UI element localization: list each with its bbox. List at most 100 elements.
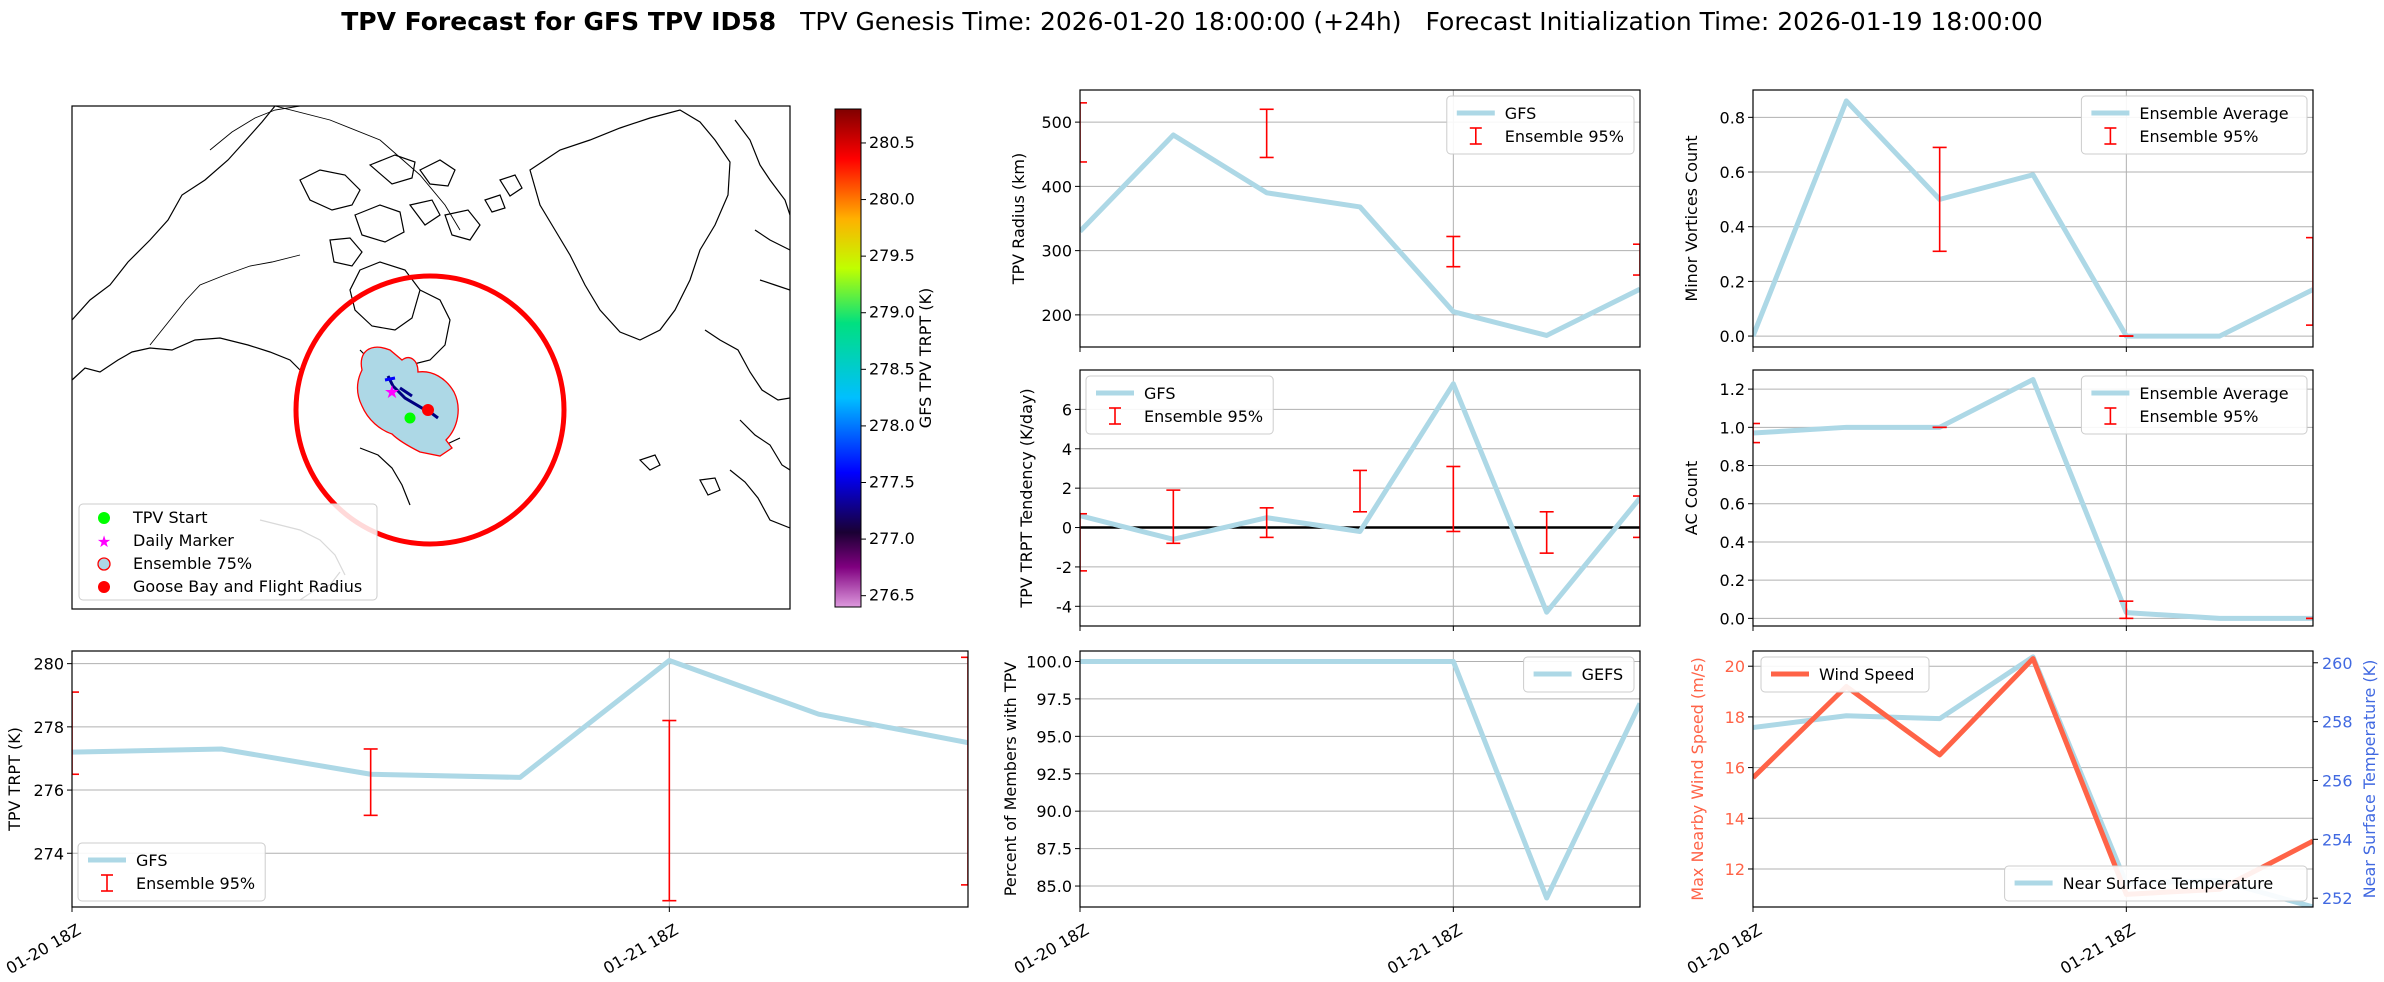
legend: GEFS — [1523, 656, 1635, 693]
y2-axis-label: Near Surface Temperature (K) — [2360, 660, 2379, 899]
legend: Wind Speed — [1760, 656, 1930, 693]
y-tick-label: 16 — [1725, 759, 1745, 778]
legend-daily-marker: Daily Marker — [133, 531, 234, 550]
plot-frame — [1752, 89, 2314, 348]
y-tick-label: 0.0 — [1720, 609, 1745, 628]
daily-marker-star: ★ — [384, 382, 400, 403]
plot-frame — [1079, 89, 1641, 348]
y-tick-label: 0.6 — [1720, 163, 1745, 182]
figure-title: TPV Forecast for GFS TPV ID58 TPV Genesis… — [341, 7, 2043, 36]
legend: GFS Ensemble 95% — [1446, 95, 1635, 155]
y-tick-label: 400 — [1041, 177, 1072, 196]
map-legend: TPV Start ★ Daily Marker Ensemble 75% Go… — [78, 503, 378, 601]
legend-label: Ensemble 95% — [2139, 127, 2258, 146]
error-bar — [1633, 495, 1640, 539]
error-bar — [1166, 489, 1181, 545]
colorbar-ticks: 276.5 277.0 277.5 278.0 278.5 279.0 279.5 280.0… — [861, 133, 915, 605]
chart-ac: 0.0 0.2 0.4 0.6 0.8 1.0 1.2 AC Count Ensemble Av… — [1682, 369, 2314, 631]
chart-members: 85.0 87.5 90.0 92.5 95.0 97.5 100.0 01-20 18Z 01… — [1001, 650, 1641, 978]
y-tick-label: 276 — [33, 781, 64, 800]
chart-tendency: -4 -2 0 2 4 6 TPV TRPT Tendency (K/day) GFS Ense… — [1017, 369, 1641, 631]
y-tick-label: 90.0 — [1036, 802, 1072, 821]
colorbar-tick-label: 279.5 — [869, 246, 915, 265]
legend: Ensemble Average Ensemble 95% — [2080, 375, 2308, 435]
series-line — [1080, 658, 1640, 901]
colorbar-tick-label: 279.0 — [869, 303, 915, 322]
legend-label: Wind Speed — [1819, 665, 1914, 684]
plot-area — [1080, 651, 1640, 907]
y-axis-label: TPV TRPT Tendency (K/day) — [1017, 388, 1036, 608]
goose-bay-marker — [422, 404, 434, 416]
y-tick-label: 85.0 — [1036, 877, 1072, 896]
error-bar — [1259, 507, 1274, 539]
y2-tick-label: 256 — [2322, 771, 2353, 790]
y2-tick-label: 254 — [2322, 830, 2353, 849]
error-bar — [72, 691, 79, 776]
y-tick-label: 500 — [1041, 113, 1072, 132]
ensemble-75-region — [356, 346, 459, 457]
series-line — [1753, 98, 2313, 339]
chart-wind_temp: 12 14 16 18 20 252 254 256 258 260 Near Surface Te… — [1684, 650, 2379, 978]
error-bar — [2306, 236, 2313, 326]
error-bar — [1932, 146, 1947, 253]
colorbar — [834, 108, 862, 608]
y-tick-label: 95.0 — [1036, 727, 1072, 746]
y-tick-label: 18 — [1725, 708, 1745, 727]
plot-frame — [1752, 369, 2314, 627]
x-tick-label: 01-20 18Z — [1684, 920, 1765, 978]
legend-ensemble-75: Ensemble 75% — [133, 554, 252, 573]
y-tick-label: 0.4 — [1720, 533, 1745, 552]
series-line — [1080, 132, 1640, 338]
chart-minor: 0.0 0.2 0.4 0.6 0.8 Minor Vortices Count Ensem… — [1682, 89, 2314, 352]
y-tick-label: 14 — [1725, 809, 1745, 828]
y-tick-label: 12 — [1725, 860, 1745, 879]
y-tick-label: 97.5 — [1036, 690, 1072, 709]
y-axis-label: Minor Vortices Count — [1682, 135, 1701, 301]
y2-tick-label: 260 — [2322, 654, 2353, 673]
x-tick-label: 01-20 18Z — [1011, 920, 1092, 978]
x-tick-label: 01-20 18Z — [3, 920, 84, 978]
y-tick-label: -4 — [1056, 597, 1072, 616]
y-axis-label: Percent of Members with TPV — [1001, 662, 1020, 896]
y-tick-label: 278 — [33, 718, 64, 737]
legend: Ensemble Average Ensemble 95% — [2080, 95, 2308, 155]
tpv-start-marker — [404, 412, 416, 424]
y-tick-label: 274 — [33, 844, 64, 863]
legend-label: GFS — [136, 851, 167, 870]
y-tick-label: -2 — [1056, 558, 1072, 577]
series-line — [72, 657, 968, 780]
flight-radius-circle — [293, 273, 567, 547]
chart-radius: 200 300 400 500 TPV Radius (km) GFS Ensemble 9… — [1009, 89, 1641, 352]
error-bar — [1539, 510, 1554, 554]
error-bar — [2119, 600, 2134, 620]
y-tick-label: 280 — [33, 655, 64, 674]
y-tick-label: 4 — [1062, 440, 1072, 459]
y-tick-label: 0.4 — [1720, 218, 1745, 237]
y-tick-label: 300 — [1041, 242, 1072, 261]
colorbar-tick-label: 278.5 — [869, 359, 915, 378]
plot-frame — [71, 650, 969, 908]
series-line — [1753, 377, 2313, 621]
legend-label: Ensemble 95% — [1144, 407, 1263, 426]
y-tick-label: 1.2 — [1720, 380, 1745, 399]
colorbar-tick-label: 277.0 — [869, 529, 915, 548]
y-tick-label: 0.8 — [1720, 108, 1745, 127]
x-tick-label: 01-21 18Z — [600, 920, 681, 978]
legend-start-icon — [98, 512, 110, 524]
error-bar — [1753, 422, 1760, 444]
title-init: Forecast Initialization Time: 2026-01-19… — [1426, 7, 2043, 36]
legend-label: GFS — [1505, 104, 1536, 123]
title-bold: TPV Forecast for GFS TPV ID58 — [341, 7, 776, 36]
legend-label: GFS — [1144, 384, 1175, 403]
map-frame — [71, 105, 791, 610]
legend-goose-bay: Goose Bay and Flight Radius — [133, 577, 362, 596]
y-tick-label: 6 — [1062, 400, 1072, 419]
map-panel: ★ TPV Start ★ Daily Marker Ensemble 75% … — [71, 105, 935, 610]
error-bar — [1446, 465, 1461, 533]
legend-tpv-start: TPV Start — [132, 508, 208, 527]
plot-area — [1753, 651, 2313, 907]
y-tick-label: 1.0 — [1720, 418, 1745, 437]
y-tick-label: 100.0 — [1026, 652, 1072, 671]
legend-label: Ensemble 95% — [136, 874, 255, 893]
